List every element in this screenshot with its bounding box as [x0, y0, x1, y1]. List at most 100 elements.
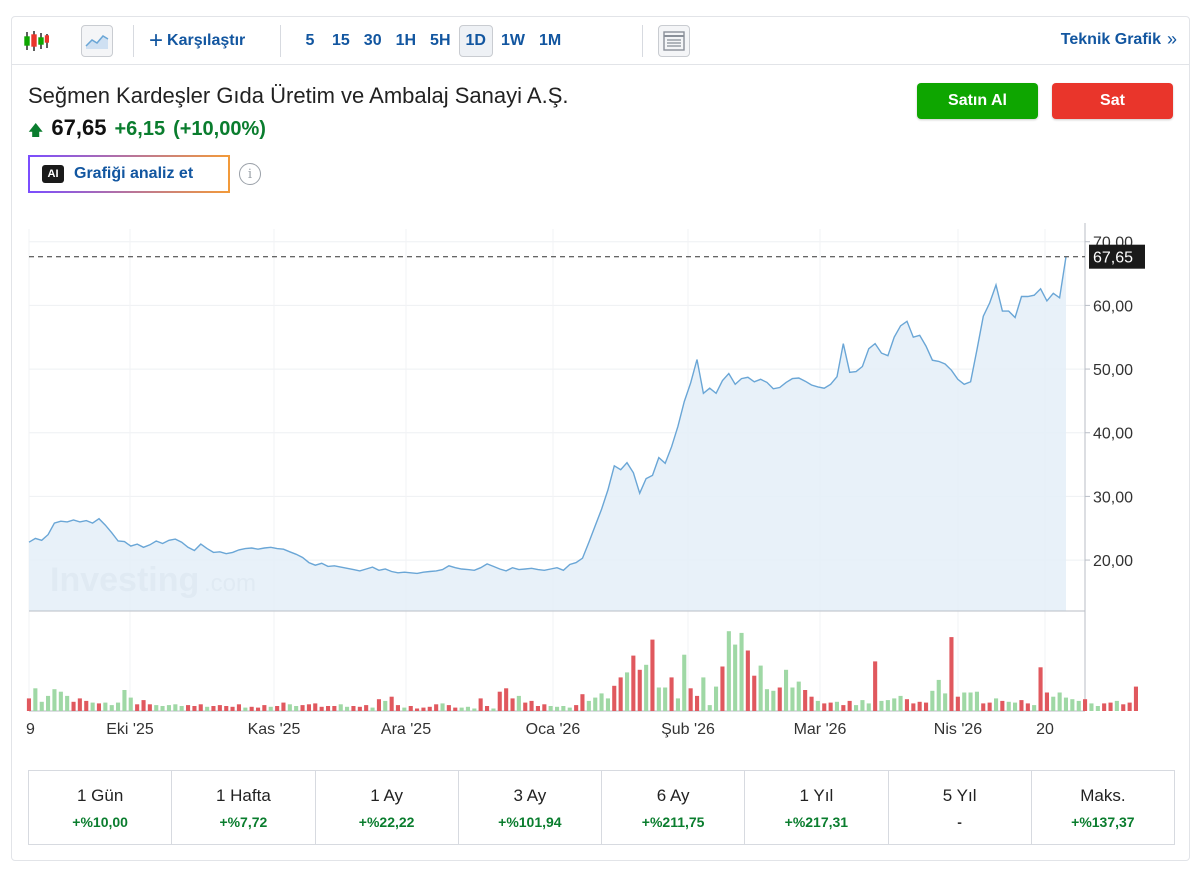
volume-bar	[599, 693, 604, 711]
compare-label: Karşılaştır	[167, 32, 246, 49]
range-button-1m[interactable]: 1M	[538, 32, 562, 49]
volume-bar	[465, 706, 470, 711]
volume-bar	[745, 650, 750, 711]
range-button-15[interactable]: 15	[332, 32, 350, 49]
volume-bar	[593, 697, 598, 711]
volume-bar	[586, 700, 591, 711]
volume-bar	[230, 706, 235, 711]
volume-bar	[1127, 702, 1132, 711]
volume-bar	[236, 704, 241, 711]
volume-bar	[256, 707, 261, 711]
analyze-chart-button[interactable]: AI Grafiği analiz et	[28, 155, 230, 193]
performance-cell[interactable]: Maks. +%137,37	[1032, 771, 1174, 844]
volume-bar	[370, 707, 375, 711]
volume-bar	[395, 705, 400, 711]
volume-bar	[485, 706, 490, 711]
sell-button[interactable]: Sat	[1052, 83, 1173, 119]
volume-bar	[478, 698, 483, 711]
performance-cell[interactable]: 5 Yıl -	[889, 771, 1032, 844]
price-row: 🡅 67,65 +6,15 (+10,00%)	[28, 115, 266, 145]
x-tick-label: Eki '25	[106, 721, 154, 738]
performance-cell[interactable]: 1 Hafta +%7,72	[172, 771, 316, 844]
volume-bar	[173, 704, 178, 711]
volume-bar	[739, 632, 744, 711]
volume-bar	[345, 706, 350, 711]
volume-bar	[701, 677, 706, 711]
volume-bar	[656, 687, 661, 711]
volume-bar	[949, 637, 954, 711]
volume-bar	[644, 664, 649, 711]
x-tick-label: 20	[1036, 721, 1054, 738]
price-change-percent: (+10,00%)	[173, 118, 266, 140]
range-button-1w[interactable]: 1W	[500, 32, 525, 49]
performance-cell[interactable]: 3 Ay +%101,94	[459, 771, 602, 844]
y-tick-label: 60,00	[1093, 298, 1133, 315]
volume-bar	[306, 704, 311, 711]
range-button-30[interactable]: 30	[363, 32, 382, 49]
volume-bar	[1013, 702, 1018, 711]
volume-bar	[815, 700, 820, 711]
volume-bar	[205, 706, 210, 711]
volume-bar	[179, 706, 184, 711]
volume-bar	[854, 705, 859, 711]
volume-bar	[523, 702, 528, 711]
volume-bar	[1121, 704, 1126, 711]
price-area	[29, 256, 1066, 611]
range-button-5h[interactable]: 5H	[430, 32, 451, 49]
volume-bar	[52, 689, 57, 711]
price-chart[interactable]: Investing.com20,0030,0040,0050,0060,0070…	[12, 213, 1189, 743]
volume-bar	[924, 702, 929, 711]
volume-bar	[186, 705, 191, 711]
volume-bar	[1070, 699, 1075, 711]
performance-period: 1 Yıl	[799, 785, 834, 805]
range-button-1h[interactable]: 1H	[395, 32, 417, 49]
volume-bar	[224, 706, 229, 711]
volume-bar	[268, 706, 273, 711]
x-tick-label: Oca '26	[526, 721, 581, 738]
volume-bar	[1051, 696, 1056, 711]
performance-cell[interactable]: 1 Gün +%10,00	[29, 771, 173, 844]
range-button-5[interactable]: 5	[305, 32, 315, 49]
volume-bar	[1044, 692, 1049, 711]
volume-bar	[1038, 667, 1043, 711]
volume-bar	[777, 687, 782, 711]
buy-button[interactable]: Satın Al	[917, 83, 1038, 119]
volume-bar	[408, 706, 413, 711]
table-view-icon[interactable]	[658, 25, 690, 57]
volume-bar	[758, 665, 763, 711]
last-price: 67,65	[51, 115, 107, 140]
volume-bar	[472, 708, 477, 711]
volume-bar	[764, 689, 769, 711]
volume-bar	[249, 706, 254, 711]
volume-bar	[771, 690, 776, 711]
volume-bar	[663, 687, 668, 711]
volume-bar	[968, 692, 973, 711]
volume-bar	[122, 690, 127, 711]
volume-bar	[841, 705, 846, 711]
volume-bar	[535, 706, 540, 711]
price-change: +6,15	[114, 118, 166, 140]
volume-bar	[892, 698, 897, 711]
performance-cell[interactable]: 6 Ay +%211,75	[602, 771, 746, 844]
performance-cell[interactable]: 1 Yıl +%217,31	[745, 771, 889, 844]
area-chart-icon[interactable]	[81, 25, 113, 57]
volume-bar	[1089, 703, 1094, 711]
volume-bar	[211, 706, 216, 711]
performance-value: +%101,94	[498, 813, 562, 830]
performance-cell[interactable]: 1 Ay +%22,22	[316, 771, 459, 844]
volume-bar	[160, 706, 165, 711]
info-icon[interactable]: i	[239, 163, 261, 185]
candlestick-chart-icon[interactable]	[20, 25, 52, 57]
volume-bar	[300, 705, 305, 711]
performance-value: +%211,75	[641, 813, 705, 830]
performance-period: Maks.	[1080, 785, 1126, 805]
technical-chart-link[interactable]: Teknik Grafik »	[1061, 29, 1177, 50]
volume-bar	[726, 631, 731, 711]
compare-button[interactable]: + Karşılaştır	[149, 29, 245, 53]
range-button-1d[interactable]: 1D	[458, 25, 493, 57]
volume-bar	[796, 681, 801, 711]
volume-bar	[834, 701, 839, 711]
performance-period: 5 Yıl	[942, 785, 977, 805]
volume-bar	[612, 685, 617, 711]
volume-bar	[1076, 700, 1081, 711]
